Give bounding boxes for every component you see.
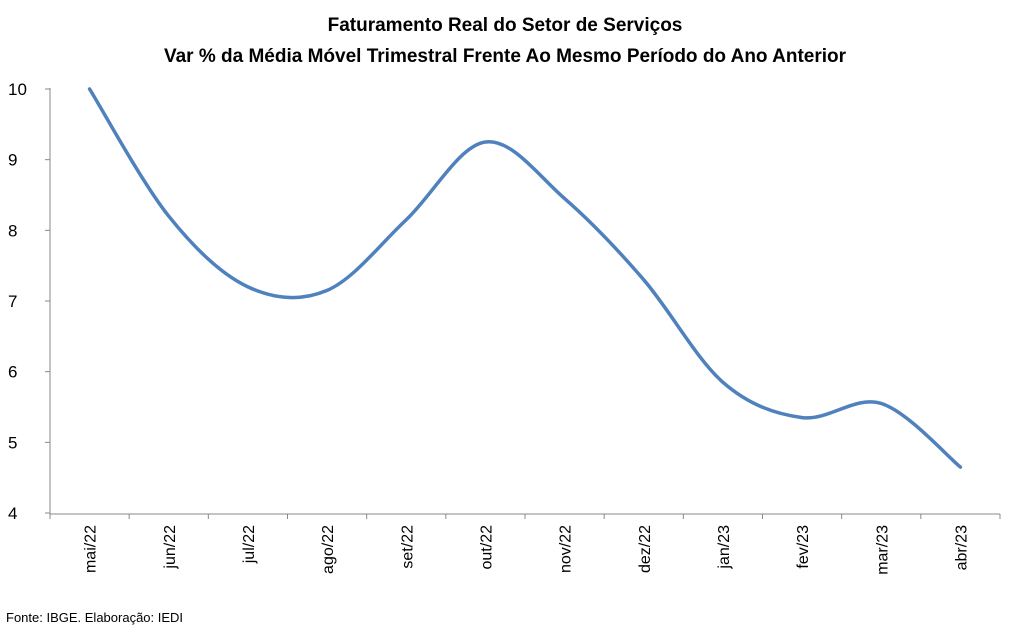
x-tick-label: jun/22: [162, 525, 179, 570]
data-point: [642, 278, 646, 282]
data-point: [800, 416, 804, 420]
y-tick-label: 4: [8, 504, 17, 523]
data-point: [879, 401, 883, 405]
data-point: [721, 380, 725, 384]
x-tick-label: ago/22: [320, 525, 337, 574]
series-group: [87, 87, 963, 469]
chart-title: Faturamento Real do Setor de Serviços: [328, 15, 683, 36]
x-tick-label: mar/23: [874, 525, 891, 575]
y-tick-label: 9: [8, 151, 17, 170]
y-tick-label: 6: [8, 363, 17, 382]
x-tick-label: out/22: [478, 525, 495, 570]
chart-subtitle: Var % da Média Móvel Trimestral Frente A…: [164, 46, 847, 67]
y-tick-group: 4 5 6 7 8 9 10: [8, 80, 50, 523]
x-tick-label: jul/22: [241, 525, 258, 564]
y-tick-label: 5: [8, 433, 17, 452]
y-tick-label: 10: [8, 80, 27, 99]
series-line: [87, 87, 963, 469]
data-point: [167, 214, 171, 218]
data-point: [958, 465, 962, 469]
x-tick-group: mai/22 jun/22 jul/22 ago/22 set/22 out/22 nov/…: [49, 514, 1001, 575]
x-tick-label: mai/22: [83, 525, 100, 573]
data-point: [325, 288, 329, 292]
x-tick-label: jan/23: [716, 525, 733, 570]
data-point: [88, 87, 92, 91]
x-tick-label: fev/23: [795, 525, 812, 569]
data-point: [246, 285, 250, 289]
data-point: [483, 140, 487, 144]
x-tick-label: abr/23: [953, 525, 970, 570]
y-tick-label: 8: [8, 221, 17, 240]
x-tick-label: nov/22: [558, 525, 575, 573]
y-tick-label: 7: [8, 292, 17, 311]
x-tick-label: dez/22: [637, 525, 654, 573]
data-point: [404, 218, 408, 222]
x-tick-label: set/22: [399, 525, 416, 569]
data-point: [563, 197, 567, 201]
source-note: Fonte: IBGE. Elaboração: IEDI: [6, 610, 184, 625]
